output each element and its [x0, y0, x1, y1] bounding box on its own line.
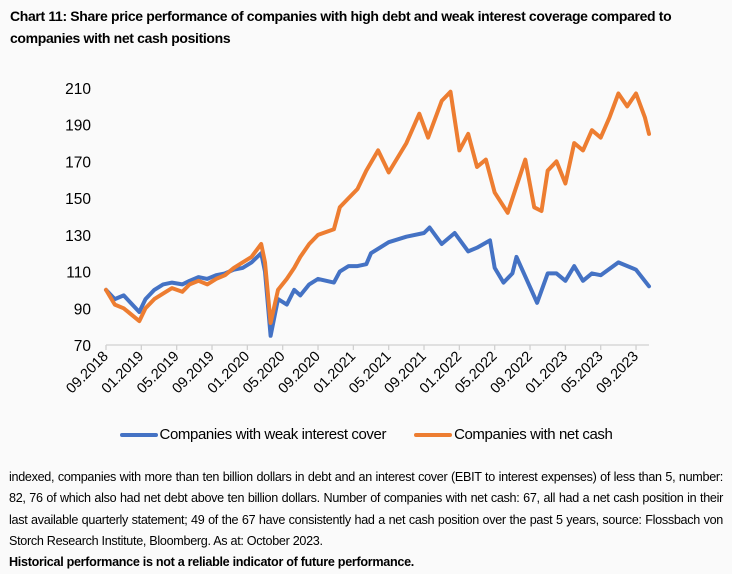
- legend-item-weak-interest-cover: Companies with weak interest cover: [119, 426, 387, 443]
- y-axis: 70 90 110 130 150 170 190 210: [65, 81, 91, 355]
- y-tick-label: 70: [74, 338, 92, 355]
- x-axis: 09.201801.201905.201909.201901.202005.20…: [63, 344, 649, 397]
- chart-footnote: indexed, companies with more than ten bi…: [9, 467, 723, 573]
- disclaimer: Historical performance is not a reliable…: [9, 555, 414, 570]
- line-chart: 70 90 110 130 150 170 190 210 09.201801.201905.…: [63, 81, 651, 397]
- footnote-text: indexed, companies with more than ten bi…: [9, 470, 723, 548]
- legend: Companies with weak interest cover Compa…: [0, 426, 732, 443]
- chart-title: Chart 11: Share price performance of com…: [10, 8, 672, 46]
- legend-item-net-cash: Companies with net cash: [414, 426, 613, 443]
- series-line-weak-interest-cover: [104, 225, 651, 338]
- legend-label: Companies with net cash: [454, 426, 613, 443]
- y-tick-label: 130: [65, 228, 91, 245]
- y-tick-label: 190: [65, 118, 91, 135]
- legend-swatch-blue: [119, 432, 158, 437]
- plot-area: [104, 89, 651, 338]
- y-tick-label: 150: [65, 191, 91, 208]
- legend-swatch-orange: [414, 432, 453, 437]
- y-tick-label: 90: [74, 301, 92, 318]
- series-line-net-cash: [104, 89, 651, 325]
- y-tick-label: 110: [66, 265, 91, 282]
- legend-label: Companies with weak interest cover: [159, 426, 387, 443]
- y-tick-label: 170: [65, 154, 91, 171]
- y-tick-label: 210: [65, 81, 91, 98]
